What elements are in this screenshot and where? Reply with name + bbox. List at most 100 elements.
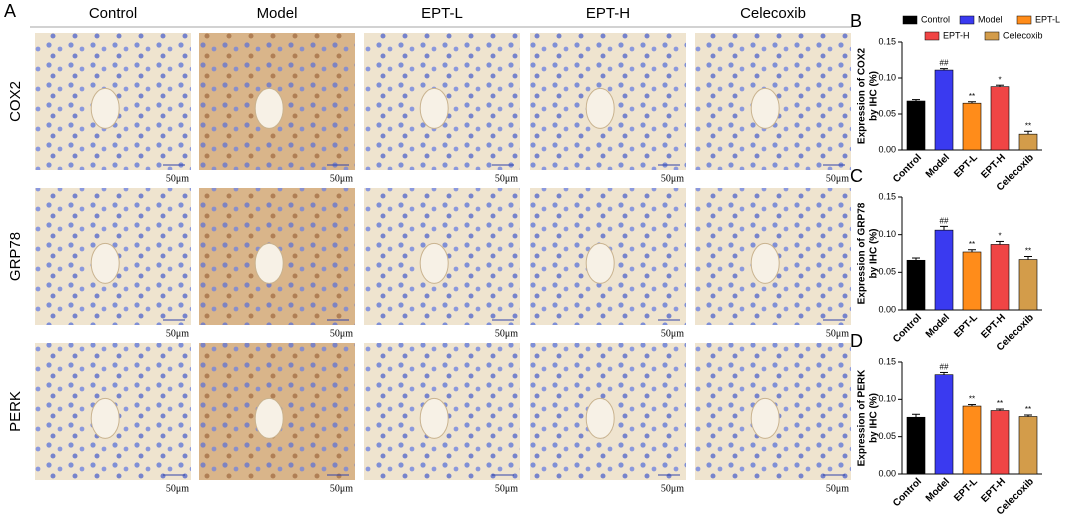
vessel — [254, 87, 284, 129]
vessel — [254, 397, 284, 439]
y-tick-label: 0.15 — [878, 36, 896, 46]
scale-label: 50μm — [166, 173, 189, 184]
row-label: PERK — [7, 391, 24, 432]
bar — [934, 374, 954, 475]
legend-label: Model — [978, 14, 1003, 24]
y-tick-label: 0.00 — [878, 468, 896, 478]
legend-swatch — [902, 15, 918, 25]
legend-swatch — [984, 31, 1000, 41]
scale-label: 50μm — [330, 328, 353, 339]
panel-label: A — [4, 1, 16, 21]
y-tick-label: 0.05 — [878, 267, 896, 277]
legend-label: EPT-H — [943, 30, 970, 40]
scale-label: 50μm — [166, 328, 189, 339]
bar — [934, 69, 954, 151]
vessel — [585, 87, 615, 129]
significance: ## — [940, 216, 949, 225]
bar — [906, 100, 926, 151]
row-label: GRP78 — [7, 232, 24, 281]
significance: ** — [969, 395, 975, 404]
significance: ** — [997, 399, 1003, 408]
x-tick-label: Control — [891, 312, 924, 345]
legend-label: Celecoxib — [1003, 30, 1043, 40]
column-label: EPT-H — [586, 5, 630, 22]
scale-label: 50μm — [826, 483, 849, 494]
y-tick-label: 0.15 — [878, 356, 896, 366]
significance: ** — [1025, 121, 1031, 130]
bar — [990, 86, 1010, 151]
column-label: Celecoxib — [740, 5, 806, 22]
vessel — [750, 87, 780, 129]
x-tick-label: EPT-L — [952, 312, 980, 340]
scale-label: 50μm — [495, 173, 518, 184]
significance: * — [998, 232, 1001, 241]
y-axis-label: Expression of COX2 — [857, 47, 868, 144]
y-tick-label: 0.00 — [878, 144, 896, 154]
bar — [906, 416, 926, 475]
legend-swatch — [1016, 15, 1032, 25]
bar — [1018, 416, 1038, 475]
y-tick-label: 0.05 — [878, 108, 896, 118]
bar — [962, 102, 982, 151]
y-tick-label: 0.10 — [878, 394, 896, 404]
vessel — [254, 242, 284, 284]
bar — [990, 244, 1010, 311]
vessel — [90, 242, 120, 284]
significance: ** — [1025, 247, 1031, 256]
vessel — [750, 397, 780, 439]
vessel — [419, 397, 449, 439]
vessel — [419, 242, 449, 284]
y-tick-label: 0.15 — [878, 191, 896, 201]
y-axis-label: Expression of GRP78 — [857, 202, 868, 304]
bar — [962, 405, 982, 475]
scale-label: 50μm — [661, 173, 684, 184]
scale-label: 50μm — [166, 483, 189, 494]
y-tick-label: 0.10 — [878, 229, 896, 239]
y-tick-label: 0.00 — [878, 304, 896, 314]
vessel — [90, 397, 120, 439]
scale-label: 50μm — [826, 173, 849, 184]
y-axis-label: by IHC (%) — [869, 71, 880, 121]
vessel — [90, 87, 120, 129]
significance: ## — [940, 363, 949, 372]
scale-label: 50μm — [330, 173, 353, 184]
x-tick-label: Control — [891, 476, 924, 509]
row-label: COX2 — [7, 81, 24, 122]
significance: ** — [1025, 405, 1031, 414]
bar — [934, 229, 954, 311]
legend-label: EPT-L — [1035, 14, 1060, 24]
scale-label: 50μm — [661, 483, 684, 494]
column-label: EPT-L — [421, 5, 463, 22]
scale-label: 50μm — [495, 328, 518, 339]
x-tick-label: Control — [891, 152, 924, 185]
panel-label: D — [850, 331, 863, 351]
scale-label: 50μm — [495, 483, 518, 494]
scale-label: 50μm — [826, 328, 849, 339]
x-tick-label: Model — [924, 312, 952, 340]
vessel — [419, 87, 449, 129]
scale-label: 50μm — [330, 483, 353, 494]
y-axis-label: Expression of PERK — [857, 369, 868, 466]
x-tick-label: Model — [924, 152, 952, 180]
vessel — [750, 242, 780, 284]
vessel — [585, 242, 615, 284]
y-tick-label: 0.05 — [878, 431, 896, 441]
bar — [906, 259, 926, 311]
significance: ** — [969, 92, 975, 101]
bar — [1018, 259, 1038, 311]
vessel — [585, 397, 615, 439]
bar — [990, 410, 1010, 475]
legend-label: Control — [921, 14, 950, 24]
bar — [1018, 133, 1038, 151]
scale-label: 50μm — [661, 328, 684, 339]
legend-swatch — [924, 31, 940, 41]
x-tick-label: Model — [924, 476, 952, 504]
column-label: Control — [89, 5, 137, 22]
legend-swatch — [959, 15, 975, 25]
x-tick-label: EPT-L — [952, 476, 980, 504]
y-axis-label: by IHC (%) — [869, 393, 880, 443]
significance: ## — [940, 59, 949, 68]
significance: * — [998, 75, 1001, 84]
x-tick-label: EPT-L — [952, 152, 980, 180]
